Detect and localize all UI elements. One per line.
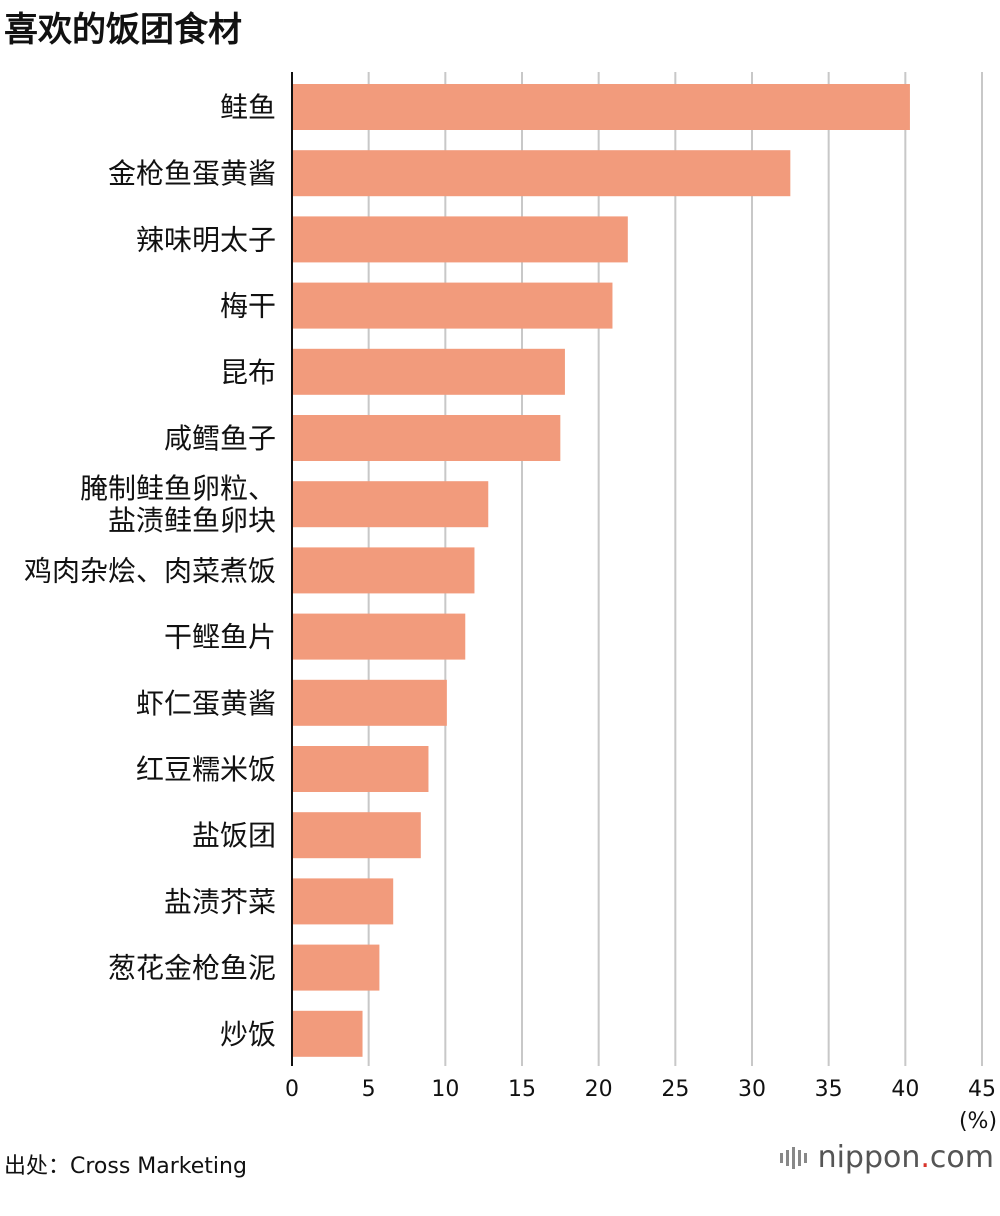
bar-10 bbox=[292, 746, 429, 792]
category-label-14: 炒饭 bbox=[220, 1018, 276, 1051]
bar-11 bbox=[292, 812, 421, 859]
logo-text-main: nippon bbox=[817, 1140, 921, 1175]
x-unit-label: (%) bbox=[959, 1109, 997, 1134]
bar-1 bbox=[292, 150, 791, 197]
category-label-13: 葱花金枪鱼泥 bbox=[108, 952, 276, 985]
category-label-8: 干鲣鱼片 bbox=[164, 621, 276, 654]
category-label-3: 梅干 bbox=[220, 290, 276, 323]
bar-4 bbox=[292, 348, 565, 395]
category-label-9: 虾仁蛋黄酱 bbox=[136, 687, 276, 720]
bar-5 bbox=[292, 415, 561, 461]
chart-title: 喜欢的饭团食材 bbox=[4, 10, 242, 50]
bar-8 bbox=[292, 613, 466, 660]
category-label-7: 鸡肉杂烩、肉菜煮饭 bbox=[24, 554, 276, 587]
category-label-12: 盐渍芥菜 bbox=[164, 885, 276, 918]
category-label-11: 盐饭团 bbox=[192, 819, 276, 852]
bar-12 bbox=[292, 878, 394, 925]
source-note: 出处：Cross Marketing bbox=[4, 1154, 247, 1179]
category-label-0: 鲑鱼 bbox=[220, 91, 276, 124]
x-tick-label-0: 0 bbox=[285, 1077, 299, 1102]
bar-0 bbox=[292, 84, 910, 130]
bar-6 bbox=[292, 481, 489, 528]
bar-9 bbox=[292, 679, 447, 726]
category-label-4: 昆布 bbox=[220, 356, 276, 389]
bar-3 bbox=[292, 282, 613, 329]
x-tick-label-45: 45 bbox=[968, 1077, 996, 1102]
logo-dot: . bbox=[920, 1140, 930, 1175]
x-tick-label-25: 25 bbox=[661, 1077, 689, 1102]
category-label-6-1: 盐渍鲑鱼卵块 bbox=[108, 504, 276, 537]
x-tick-label-5: 5 bbox=[362, 1077, 376, 1102]
category-label-5: 咸鳕鱼子 bbox=[164, 422, 276, 455]
bar-7 bbox=[292, 547, 475, 594]
x-tick-label-30: 30 bbox=[738, 1077, 766, 1102]
x-tick-label-15: 15 bbox=[508, 1077, 536, 1102]
category-label-10: 红豆糯米饭 bbox=[136, 753, 276, 786]
category-label-2: 辣味明太子 bbox=[136, 223, 276, 256]
bar-14 bbox=[292, 1010, 363, 1057]
bar-chart: 0 5 10 15 20 25 30 35 40 45 (%) 鲑鱼金枪鱼蛋黄酱辣味明太子梅干昆布咸鳕… bbox=[24, 72, 997, 1134]
category-label-1: 金枪鱼蛋黄酱 bbox=[108, 157, 276, 190]
nippon-logo: nippon. com bbox=[779, 1140, 994, 1175]
logo-bars-icon bbox=[779, 1146, 810, 1169]
category-label-6-0: 腌制鲑鱼卵粒、 bbox=[80, 472, 276, 505]
logo-text-tld: com bbox=[929, 1140, 994, 1175]
x-tick-label-10: 10 bbox=[431, 1077, 459, 1102]
x-tick-label-20: 20 bbox=[585, 1077, 613, 1102]
bar-13 bbox=[292, 944, 380, 991]
x-tick-label-40: 40 bbox=[891, 1077, 919, 1102]
x-tick-label-35: 35 bbox=[815, 1077, 843, 1102]
bar-2 bbox=[292, 216, 628, 263]
